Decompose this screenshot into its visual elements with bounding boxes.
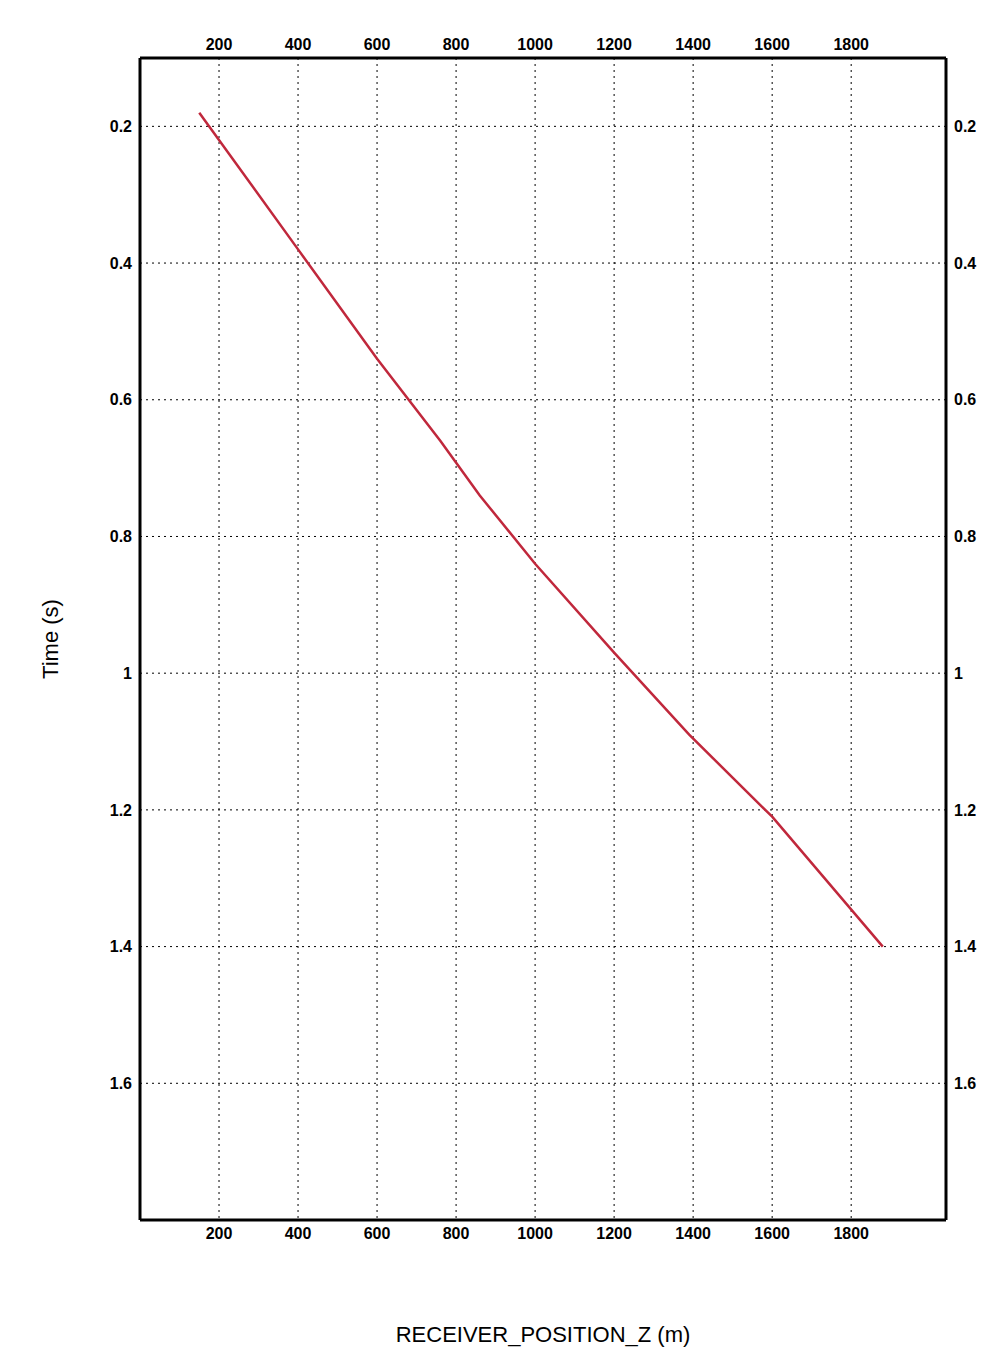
svg-text:1.4: 1.4 [954,938,976,955]
svg-text:1.6: 1.6 [110,1075,132,1092]
svg-text:0.6: 0.6 [110,391,132,408]
svg-text:0.8: 0.8 [954,528,976,545]
svg-text:800: 800 [443,36,470,53]
svg-text:0.6: 0.6 [954,391,976,408]
svg-text:1600: 1600 [754,1225,790,1242]
svg-text:1400: 1400 [675,1225,711,1242]
svg-text:0.2: 0.2 [110,118,132,135]
svg-text:0.4: 0.4 [954,255,976,272]
svg-text:1800: 1800 [833,1225,869,1242]
svg-text:1400: 1400 [675,36,711,53]
svg-text:1200: 1200 [596,1225,632,1242]
svg-text:1600: 1600 [754,36,790,53]
svg-text:0.2: 0.2 [954,118,976,135]
svg-text:1.6: 1.6 [954,1075,976,1092]
svg-text:1000: 1000 [517,1225,553,1242]
svg-text:0.4: 0.4 [110,255,132,272]
svg-text:1.2: 1.2 [110,802,132,819]
svg-text:200: 200 [206,36,233,53]
svg-text:Time (s): Time (s) [38,599,63,679]
svg-text:1000: 1000 [517,36,553,53]
svg-text:0.8: 0.8 [110,528,132,545]
svg-text:RECEIVER_POSITION_Z (m): RECEIVER_POSITION_Z (m) [396,1322,691,1347]
svg-text:1.2: 1.2 [954,802,976,819]
svg-text:600: 600 [364,36,391,53]
svg-text:1: 1 [123,665,132,682]
svg-text:800: 800 [443,1225,470,1242]
svg-text:1800: 1800 [833,36,869,53]
svg-text:200: 200 [206,1225,233,1242]
svg-text:1.4: 1.4 [110,938,132,955]
svg-text:1200: 1200 [596,36,632,53]
svg-text:400: 400 [285,36,312,53]
svg-text:400: 400 [285,1225,312,1242]
svg-text:600: 600 [364,1225,391,1242]
svg-text:1: 1 [954,665,963,682]
